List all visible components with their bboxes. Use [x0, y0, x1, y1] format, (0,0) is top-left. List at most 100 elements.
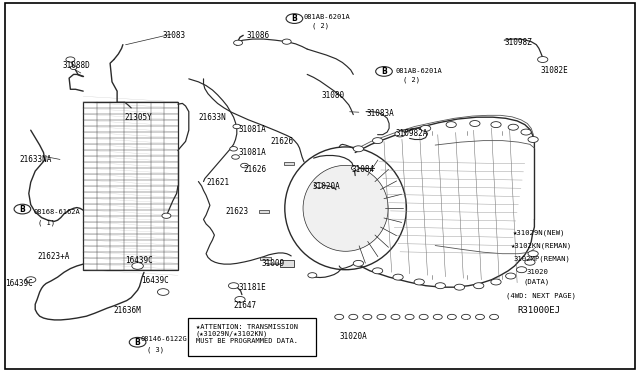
Circle shape	[162, 213, 171, 218]
Circle shape	[353, 260, 364, 266]
Text: 16439C: 16439C	[125, 256, 152, 265]
Circle shape	[538, 57, 548, 62]
Circle shape	[241, 163, 248, 168]
Circle shape	[335, 314, 344, 320]
Circle shape	[393, 274, 403, 280]
Circle shape	[372, 268, 383, 274]
Circle shape	[516, 267, 527, 273]
Circle shape	[528, 251, 538, 257]
Circle shape	[377, 314, 386, 320]
Circle shape	[490, 314, 499, 320]
Text: 16439C: 16439C	[141, 276, 168, 285]
Circle shape	[234, 40, 243, 45]
Bar	[83, 102, 178, 270]
Circle shape	[420, 125, 431, 131]
Circle shape	[26, 277, 36, 283]
Text: B: B	[381, 67, 387, 76]
Text: 31020A: 31020A	[339, 332, 367, 341]
Circle shape	[353, 146, 364, 152]
Circle shape	[454, 284, 465, 290]
Circle shape	[395, 131, 405, 137]
Text: 081AB-6201A: 081AB-6201A	[304, 14, 351, 20]
Text: B: B	[135, 338, 140, 347]
Circle shape	[372, 138, 383, 144]
Bar	[284, 162, 294, 165]
Circle shape	[286, 14, 303, 23]
Text: 31009: 31009	[261, 259, 284, 268]
Circle shape	[508, 124, 518, 130]
Text: 31080: 31080	[321, 92, 344, 100]
Text: R31000EJ: R31000EJ	[517, 306, 560, 315]
Text: 31081A: 31081A	[238, 148, 266, 157]
Circle shape	[447, 314, 456, 320]
Circle shape	[132, 263, 143, 269]
Circle shape	[433, 314, 442, 320]
Circle shape	[391, 314, 400, 320]
Circle shape	[314, 183, 323, 188]
Circle shape	[474, 283, 484, 289]
Text: 31020: 31020	[526, 269, 548, 275]
Circle shape	[470, 121, 480, 126]
Bar	[260, 257, 271, 260]
Circle shape	[157, 289, 169, 295]
Text: ★ATTENTION: TRANSMISSION
(★31029N/★3102KN)
MUST BE PROGRAMMED DATA.: ★ATTENTION: TRANSMISSION (★31029N/★3102K…	[196, 324, 298, 344]
Circle shape	[351, 166, 359, 170]
Text: 31083: 31083	[163, 31, 186, 40]
Circle shape	[282, 39, 291, 44]
Circle shape	[14, 204, 31, 214]
Circle shape	[461, 314, 470, 320]
Text: 21621: 21621	[206, 178, 229, 187]
Circle shape	[376, 67, 392, 76]
Circle shape	[414, 279, 424, 285]
Text: 21633N: 21633N	[198, 113, 226, 122]
Text: 08146-6122G: 08146-6122G	[141, 336, 188, 342]
Circle shape	[66, 57, 75, 62]
Circle shape	[476, 314, 484, 320]
Text: 31098Z: 31098Z	[504, 38, 532, 47]
Text: 310982A: 310982A	[396, 129, 428, 138]
FancyBboxPatch shape	[188, 318, 316, 356]
Circle shape	[308, 273, 317, 278]
Circle shape	[363, 314, 372, 320]
Text: 31181E: 31181E	[238, 283, 266, 292]
Circle shape	[235, 296, 245, 302]
Circle shape	[349, 314, 358, 320]
Text: 16439C: 16439C	[5, 279, 33, 288]
Text: 21647: 21647	[234, 301, 257, 310]
Text: B: B	[292, 14, 297, 23]
Circle shape	[129, 337, 146, 347]
Circle shape	[228, 283, 239, 289]
Bar	[280, 260, 294, 267]
Text: 31081A: 31081A	[238, 125, 266, 134]
Circle shape	[419, 314, 428, 320]
Bar	[259, 209, 269, 213]
Text: 21623+A: 21623+A	[37, 252, 70, 261]
Text: ( 1): ( 1)	[38, 220, 56, 227]
Circle shape	[405, 314, 414, 320]
Circle shape	[491, 279, 501, 285]
Text: 21623: 21623	[225, 207, 248, 216]
Circle shape	[435, 283, 445, 289]
Circle shape	[446, 122, 456, 128]
Circle shape	[230, 147, 237, 151]
Text: ★3102KN(REMAN): ★3102KN(REMAN)	[511, 242, 572, 249]
Text: 21626: 21626	[243, 165, 266, 174]
Text: 31088D: 31088D	[63, 61, 90, 70]
Text: (DATA): (DATA)	[524, 279, 550, 285]
Text: 21633NA: 21633NA	[19, 155, 52, 164]
Text: 31084: 31084	[352, 165, 375, 174]
Circle shape	[233, 124, 241, 129]
Circle shape	[525, 259, 535, 265]
Text: 31082E: 31082E	[541, 66, 568, 75]
Text: ( 2): ( 2)	[312, 23, 330, 29]
Text: 081AB-6201A: 081AB-6201A	[396, 68, 442, 74]
Text: 3102MP(REMAN): 3102MP(REMAN)	[513, 255, 570, 262]
Text: 21626: 21626	[270, 137, 293, 146]
Text: 31020A: 31020A	[312, 182, 340, 191]
Text: (4WD: NEXT PAGE): (4WD: NEXT PAGE)	[506, 292, 575, 299]
Ellipse shape	[303, 165, 388, 251]
Text: ★31029N(NEW): ★31029N(NEW)	[513, 229, 566, 236]
Text: 31083A: 31083A	[366, 109, 394, 118]
Text: 21636M: 21636M	[114, 306, 141, 315]
Circle shape	[528, 137, 538, 142]
